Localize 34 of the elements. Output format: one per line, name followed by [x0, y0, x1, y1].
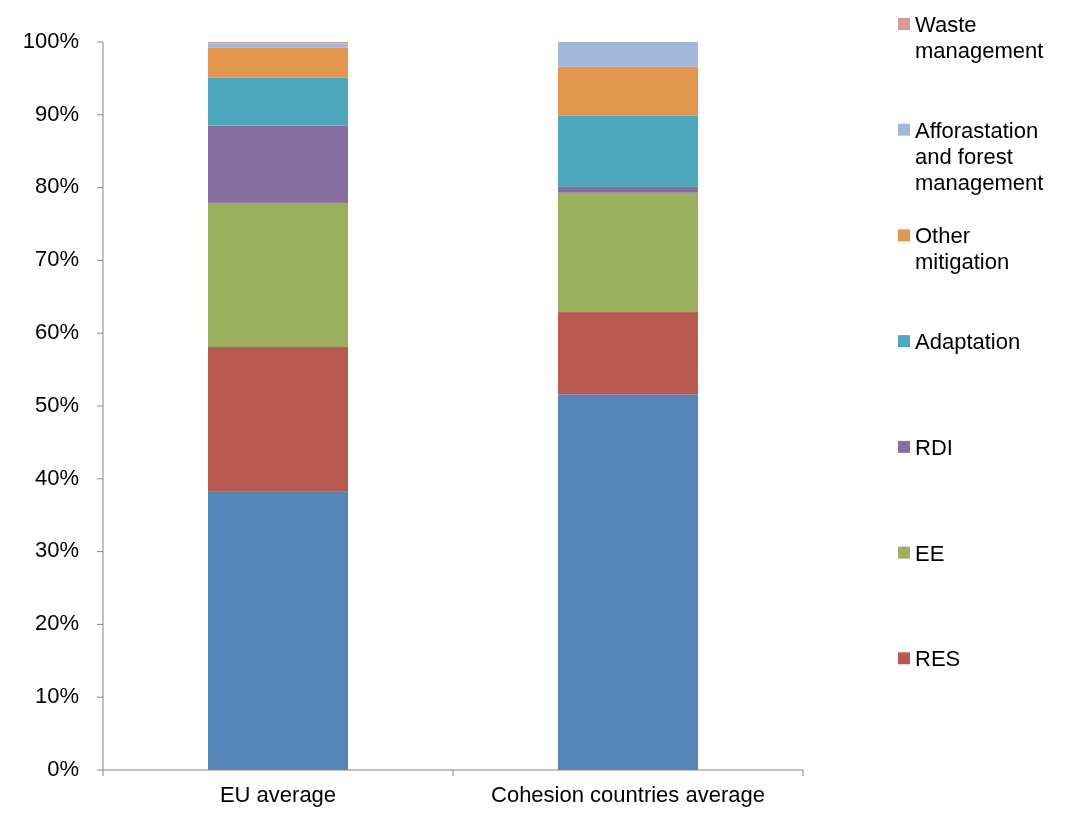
bar	[558, 42, 698, 67]
bar	[208, 202, 348, 348]
legend-label: Waste management	[915, 11, 1044, 63]
bar	[558, 192, 698, 313]
bar	[208, 125, 348, 203]
x-tick-label: Cohesion countries average	[491, 782, 765, 807]
y-tick-label: 50%	[34, 391, 79, 417]
y-tick-label: 100%	[22, 27, 79, 53]
legend-label: Other mitigation	[915, 223, 1010, 275]
bar	[558, 66, 698, 116]
y-tick-label: 90%	[34, 100, 79, 126]
bar	[558, 394, 698, 770]
bar	[208, 47, 348, 78]
y-tick-label: 30%	[34, 537, 79, 563]
bar	[558, 186, 698, 193]
y-tick-label: 70%	[34, 246, 79, 272]
bar	[208, 491, 348, 770]
y-tick-label: 10%	[34, 683, 79, 709]
legend-label: RES	[915, 646, 961, 672]
y-tick-label: 60%	[34, 319, 79, 345]
y-tick-label: 0%	[47, 755, 79, 781]
bar	[208, 77, 348, 126]
y-tick-label: 20%	[34, 610, 79, 636]
x-tick-label: EU average	[219, 782, 337, 807]
legend-label: Adaptation	[915, 328, 1021, 354]
bar	[558, 115, 698, 187]
bar	[558, 312, 698, 395]
legend-label: Afforastation and forest management	[915, 117, 1044, 195]
bar	[208, 43, 348, 48]
y-tick-label: 40%	[34, 464, 79, 490]
bar	[208, 347, 348, 492]
y-tick-label: 80%	[34, 173, 79, 199]
legend-label: EE	[915, 540, 945, 566]
legend-label: RDI	[915, 434, 953, 460]
